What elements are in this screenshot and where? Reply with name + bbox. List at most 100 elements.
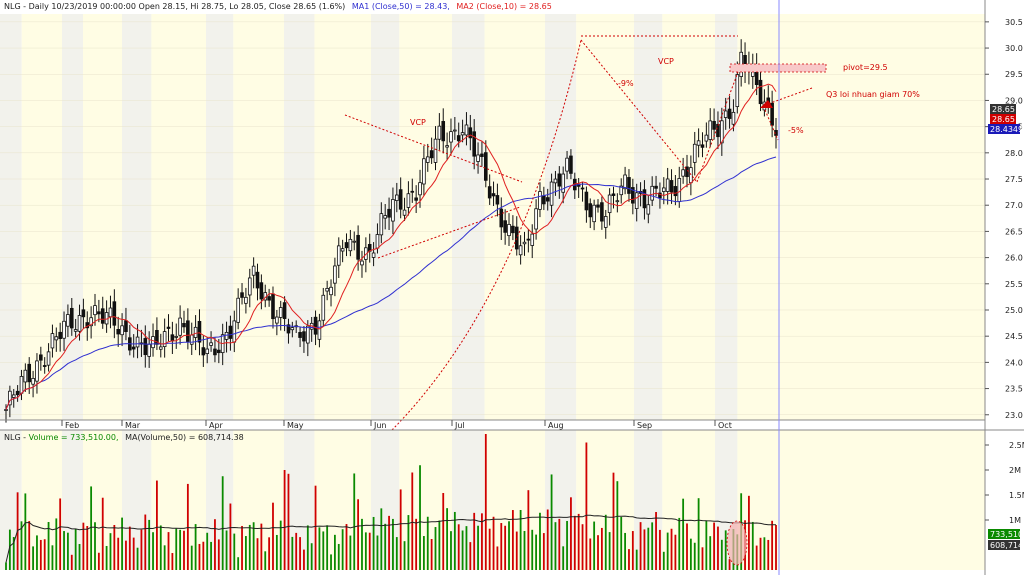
candle-up <box>348 238 353 252</box>
volume-bar-down <box>186 483 189 570</box>
candle-down <box>58 331 62 339</box>
volume-bar-up <box>682 498 685 570</box>
candle-down <box>700 144 705 148</box>
y-tick-label: 26.0 <box>1005 254 1023 263</box>
volume-bar-down <box>600 527 603 570</box>
candle-up <box>395 194 399 201</box>
volume-bar-down <box>260 523 263 570</box>
vcp-label-2: VCP <box>658 57 674 66</box>
candle-up <box>23 369 28 383</box>
volume-bar-up <box>666 532 669 570</box>
volume-bar-down <box>415 518 418 570</box>
volume-bar-down <box>597 535 599 570</box>
volume-bar-down <box>570 497 572 570</box>
candle-up <box>603 216 608 228</box>
candle-down <box>124 320 128 332</box>
volume-bar-up <box>194 524 197 570</box>
volume-bar-down <box>631 531 634 570</box>
month-bands <box>0 14 985 570</box>
volume-bar-up <box>616 481 619 570</box>
vol-tick-label: 2M <box>1009 466 1021 475</box>
volume-bar-down <box>140 529 143 570</box>
ma2-label: MA2 (Close,10) = 28.65 <box>456 2 551 11</box>
volume-bar-down <box>713 522 715 570</box>
volume-bar-down <box>283 470 286 570</box>
volume-bar-down <box>492 516 495 570</box>
candle-down <box>414 197 418 201</box>
x-tick-label: Jun <box>373 421 387 430</box>
candle-down <box>491 193 496 197</box>
volume-bar-up <box>233 533 236 570</box>
candle-down <box>503 220 507 233</box>
volume-bar-up <box>279 520 282 570</box>
candle-down <box>344 242 349 249</box>
volume-bar-up <box>465 526 468 570</box>
month-band-light <box>314 14 371 420</box>
candle-down <box>267 296 271 301</box>
volume-bar-down <box>585 442 588 570</box>
candle-down <box>116 329 121 335</box>
volume-bar-down <box>500 523 503 570</box>
x-tick-label: Mar <box>125 421 141 430</box>
volume-bar-up <box>720 539 723 570</box>
volume-bar-up <box>419 465 421 570</box>
candle-down <box>658 192 662 199</box>
volume-bar-up <box>322 531 325 570</box>
candle-up <box>379 213 384 236</box>
candle-down <box>468 127 473 139</box>
month-band-light <box>83 14 122 420</box>
volume-bar-down <box>268 537 271 570</box>
candle-up <box>205 348 210 354</box>
candle-up <box>162 331 167 347</box>
volume-bar-down <box>287 473 290 570</box>
candle-down <box>495 195 500 205</box>
volume-bar-up <box>403 541 406 570</box>
svg-text:608,714: 608,714 <box>990 541 1023 550</box>
candle-down <box>472 131 476 157</box>
volume-bar-up <box>67 532 69 570</box>
candle-down <box>81 309 86 318</box>
y-tick-label: 25.0 <box>1005 306 1023 315</box>
volume-bar-down <box>101 497 104 570</box>
candle-down <box>627 177 631 194</box>
candle-down <box>685 166 689 178</box>
volume-bar-up <box>624 532 626 570</box>
candle-up <box>720 120 724 144</box>
volume-bar-down <box>457 524 460 570</box>
volume-bar-down <box>70 554 73 570</box>
volume-bar-down <box>775 525 777 570</box>
volume-bar-down <box>113 524 116 570</box>
volume-bar-down <box>504 525 507 570</box>
candle-up <box>445 145 449 148</box>
candle-down <box>441 121 446 142</box>
candle-up <box>89 317 93 327</box>
candle-up <box>275 316 279 324</box>
y-tick-label: 29.0 <box>1005 96 1023 105</box>
volume-bar-up <box>159 525 162 570</box>
pivot-label: pivot=29.5 <box>843 63 888 72</box>
x-tick-label: Sep <box>637 421 652 430</box>
volume-bar-up <box>724 530 727 570</box>
candle-up <box>453 129 457 132</box>
volume-bar-down <box>59 498 62 570</box>
candle-up <box>677 178 682 202</box>
candle-up <box>120 325 124 336</box>
volume-ma-label: MA(Volume,50) = 608,714.38 <box>125 433 244 442</box>
candle-up <box>224 331 229 340</box>
volume-bar-down <box>256 538 259 570</box>
candle-up <box>425 156 430 163</box>
minus9-label: -9% <box>618 79 634 88</box>
x-tick-label: Oct <box>718 421 732 430</box>
volume-bar-down <box>28 521 31 570</box>
candle-down <box>240 292 244 298</box>
volume-bar-down <box>295 532 298 570</box>
candle-up <box>178 317 182 336</box>
month-band-light <box>233 14 284 420</box>
volume-bar-up <box>566 520 568 570</box>
volume-bar-down <box>527 490 530 570</box>
volume-bar-up <box>206 532 209 570</box>
candle-down <box>282 302 287 320</box>
candle-down <box>39 354 43 361</box>
volume-bar-down <box>589 538 592 570</box>
